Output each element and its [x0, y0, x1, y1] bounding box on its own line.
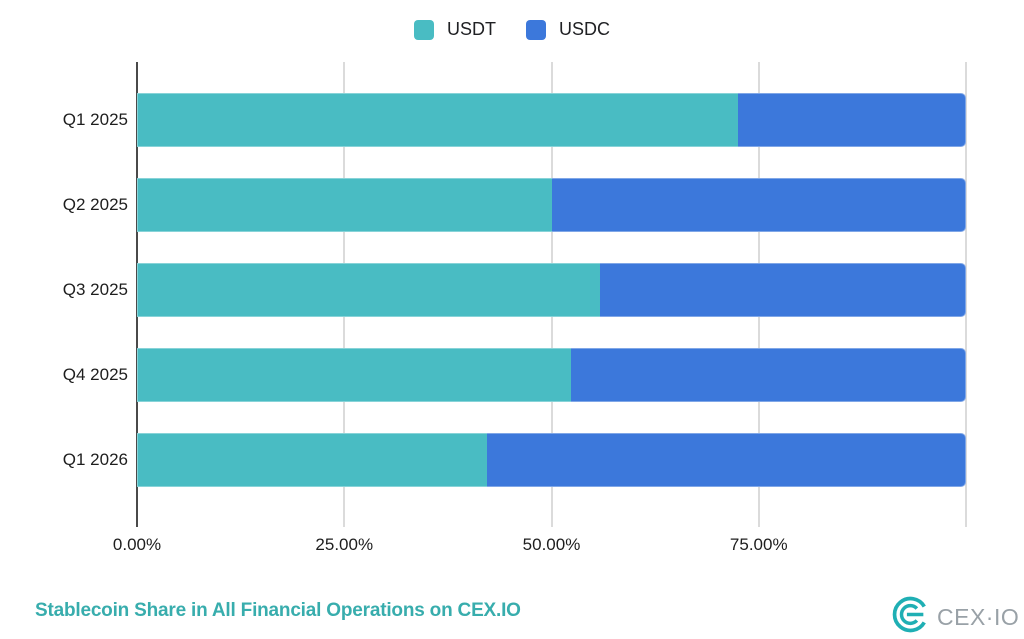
y-axis-label: Q1 2025 — [62, 110, 128, 129]
legend-item-usdt[interactable]: USDT — [413, 19, 496, 40]
cexio-logo: CEX·IO — [892, 596, 1019, 638]
bar-segment-usdc[interactable] — [600, 263, 966, 317]
bar-segment-usdt[interactable] — [137, 348, 572, 402]
bar-row-q4-2025 — [137, 348, 966, 402]
x-axis-label: 25.00% — [315, 535, 374, 554]
y-axis-label: Q1 2026 — [62, 450, 128, 469]
plot-area — [136, 62, 967, 527]
y-axis-label: Q2 2025 — [62, 195, 128, 214]
bar-segment-usdc[interactable] — [738, 93, 966, 147]
y-axis-labels: Q1 2025 Q2 2025 Q3 2025 Q4 2025 Q1 2026 — [0, 62, 128, 527]
legend-label: USDT — [446, 19, 496, 39]
bar-segment-usdt[interactable] — [137, 93, 739, 147]
y-axis-label: Q4 2025 — [62, 365, 128, 384]
bar-segment-usdt[interactable] — [137, 178, 552, 232]
bar-segment-usdt[interactable] — [137, 433, 487, 487]
legend-swatch-usdc — [525, 19, 546, 40]
legend-label: USDC — [558, 19, 610, 39]
y-axis-label: Q3 2025 — [62, 280, 128, 299]
legend-item-usdc[interactable]: USDC — [525, 19, 610, 40]
bar-segment-usdt[interactable] — [137, 263, 601, 317]
x-axis-label: 50.00% — [522, 535, 581, 554]
chart-title: Stablecoin Share in All Financial Operat… — [35, 600, 521, 621]
x-axis-labels: 0.00% 25.00% 50.00% 75.00% — [113, 535, 966, 559]
x-axis-label: 75.00% — [729, 535, 788, 554]
gridline-100 — [965, 62, 967, 527]
bar-segment-usdc[interactable] — [551, 178, 966, 232]
bar-row-q1-2026 — [137, 433, 966, 487]
bar-row-q2-2025 — [137, 178, 966, 232]
bar-row-q3-2025 — [137, 263, 966, 317]
bar-segment-usdc[interactable] — [486, 433, 966, 487]
bar-segment-usdc[interactable] — [571, 348, 966, 402]
cexio-logo-text: CEX·IO — [937, 603, 1020, 630]
legend: USDT USDC — [0, 19, 1024, 40]
cexio-logo-mark-icon — [892, 596, 929, 638]
bar-row-q1-2025 — [137, 93, 966, 147]
legend-swatch-usdt — [413, 19, 434, 40]
x-axis-label: 0.00% — [112, 535, 162, 554]
